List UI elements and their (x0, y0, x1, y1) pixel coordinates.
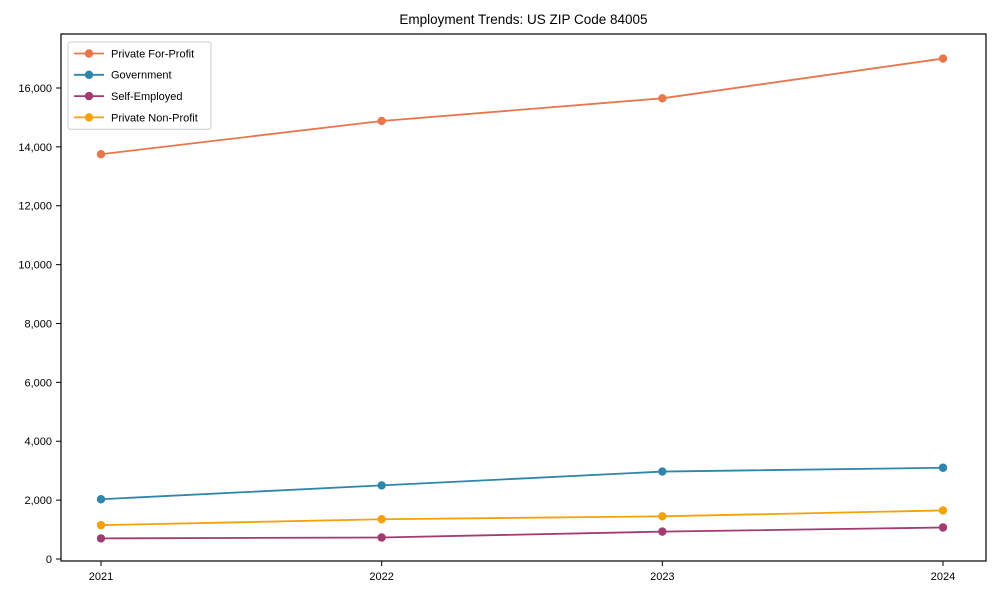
data-point-private-non-profit-2024 (938, 506, 948, 515)
legend-swatch-marker-self-employed (84, 91, 94, 101)
legend-label-private-for-profit: Private For-Profit (111, 48, 194, 60)
data-point-private-non-profit-2022 (377, 515, 386, 524)
y-tick-label: 10,000 (18, 260, 52, 272)
data-point-government-2023 (658, 467, 667, 476)
legend: Private For-Profit Government Self-Employe… (67, 41, 212, 130)
data-point-private-non-profit-2023 (658, 512, 667, 521)
data-point-government-2021 (96, 495, 106, 504)
data-point-private-for-profit-2021 (96, 150, 106, 159)
y-tick-label: 12,000 (18, 201, 52, 213)
data-point-government-2022 (377, 481, 386, 490)
data-point-government-2024 (938, 463, 948, 472)
series-group (96, 54, 948, 543)
data-point-private-non-profit-2021 (96, 520, 106, 530)
x-tick-label: 2021 (89, 571, 113, 583)
data-point-self-employed-2023 (658, 527, 667, 536)
data-point-private-for-profit-2024 (938, 54, 948, 63)
legend-box (67, 41, 212, 130)
series-line-self-employed (100, 526, 944, 540)
data-point-self-employed-2021 (96, 534, 106, 543)
y-tick-label: 14,000 (18, 142, 52, 154)
data-point-private-for-profit-2023 (658, 94, 667, 103)
y-tick-label: 6,000 (24, 377, 52, 389)
data-point-self-employed-2024 (938, 523, 948, 532)
series-line-private-non-profit (100, 509, 944, 527)
legend-swatch-marker-government (84, 70, 94, 80)
x-tick-label: 2022 (369, 571, 393, 583)
legend-label-self-employed: Self-Employed (111, 91, 183, 103)
chart-title: Employment Trends: US ZIP Code 84005 (399, 12, 647, 27)
plot-border (60, 33, 987, 562)
y-tick-label: 0 (46, 554, 52, 566)
series-line-private-for-profit (100, 57, 944, 156)
legend-label-private-non-profit: Private Non-Profit (111, 112, 198, 124)
x-tick-label: 2024 (931, 571, 955, 583)
y-tick-label: 16,000 (18, 83, 52, 95)
data-point-self-employed-2022 (377, 533, 386, 542)
legend-label-government: Government (111, 70, 172, 82)
x-tick-label: 2023 (650, 571, 674, 583)
legend-swatch-marker-private-non-profit (84, 113, 94, 122)
axes: 0 2,000 4,000 6,000 8,000 10,000 12,000 14,000 1… (18, 33, 987, 583)
y-tick-label: 8,000 (24, 318, 52, 330)
series-line-government (100, 466, 944, 501)
data-point-private-for-profit-2022 (377, 116, 386, 126)
legend-swatch-marker-private-for-profit (84, 49, 94, 58)
y-tick-label: 2,000 (24, 495, 52, 507)
y-tick-label: 4,000 (24, 436, 52, 448)
